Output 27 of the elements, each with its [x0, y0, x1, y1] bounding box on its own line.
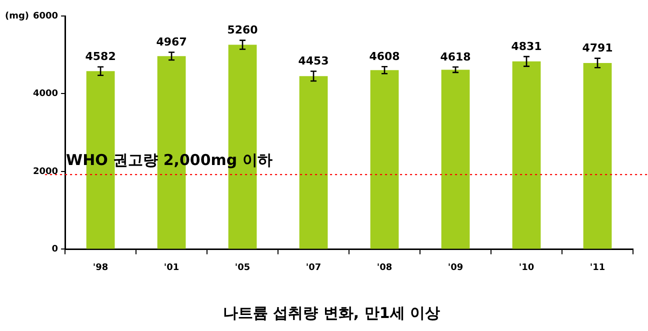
data-label: 4967 — [156, 36, 187, 49]
data-label: 4618 — [440, 50, 471, 64]
x-tick-label: '09 — [448, 262, 464, 273]
bar — [370, 70, 399, 249]
y-tick-label: 2000 — [32, 166, 58, 177]
bar — [583, 62, 612, 249]
data-label: 4608 — [369, 50, 400, 63]
y-tick-label: 4000 — [32, 89, 58, 100]
y-tick-label: 6000 — [32, 11, 58, 22]
y-axis-title: (mg) — [5, 11, 30, 22]
bar — [512, 61, 541, 249]
x-tick-label: '07 — [306, 262, 322, 273]
data-label: 4831 — [511, 40, 542, 53]
x-tick-label: '11 — [590, 262, 606, 273]
data-label: 4791 — [582, 42, 613, 55]
x-tick-label: '08 — [376, 262, 392, 273]
y-tick-label: 0 — [52, 244, 58, 255]
data-label: 4453 — [298, 54, 329, 68]
data-label: 4582 — [85, 50, 116, 64]
x-tick-label: '10 — [518, 262, 534, 273]
x-tick-label: '05 — [234, 262, 250, 273]
x-tick-label: '98 — [92, 262, 108, 273]
text: 나트륨 섭취량 변화, 만1세 이상 — [222, 304, 440, 322]
bar — [441, 70, 470, 249]
bar — [299, 76, 328, 249]
x-tick-label: '01 — [164, 262, 180, 273]
data-label: 5260 — [227, 24, 258, 37]
